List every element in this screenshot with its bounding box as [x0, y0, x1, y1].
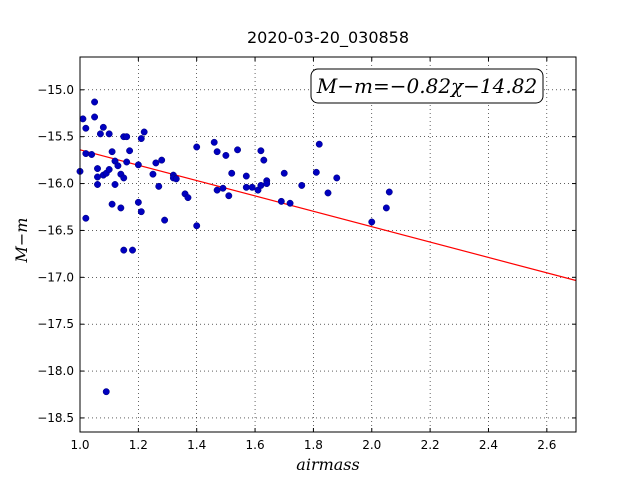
data-point: [134, 161, 142, 169]
data-point: [126, 147, 134, 155]
y-tick-label: −16.5: [37, 223, 74, 237]
data-point: [242, 183, 250, 191]
data-point: [260, 156, 268, 164]
data-point: [210, 138, 218, 146]
data-point: [105, 166, 113, 173]
fit-line: [79, 149, 577, 282]
y-tick-label: −17.5: [37, 317, 74, 331]
data-point: [315, 140, 323, 148]
x-tick-label: 1.4: [187, 438, 206, 452]
data-point: [94, 165, 101, 173]
data-point: [172, 175, 180, 183]
x-tick-label: 1.2: [129, 438, 148, 452]
y-axis-label: M−m: [12, 218, 31, 264]
data-point: [248, 183, 256, 191]
data-point: [91, 113, 99, 121]
data-point: [228, 169, 236, 177]
data-point: [79, 115, 87, 123]
x-tick-label: 1.6: [246, 438, 265, 452]
data-point: [324, 189, 332, 197]
data-points: [76, 98, 393, 396]
y-tick-label: −15.0: [37, 83, 74, 97]
plot-frame: [79, 56, 577, 433]
data-point: [120, 246, 128, 254]
data-point: [123, 158, 131, 166]
data-point: [102, 388, 110, 396]
data-point: [286, 199, 294, 207]
chart-title: 2020-03-20_030858: [247, 28, 409, 48]
data-point: [184, 194, 192, 202]
data-point: [213, 148, 221, 156]
data-point: [161, 216, 169, 224]
y-tick-label: −18.0: [37, 364, 74, 378]
data-point: [333, 174, 341, 182]
annotation-box: [310, 68, 544, 104]
data-point: [257, 147, 265, 155]
x-tick-label: 2.6: [537, 438, 556, 452]
y-tick-label: −15.5: [37, 130, 74, 144]
data-point: [82, 214, 90, 222]
data-point: [280, 169, 288, 177]
data-point: [312, 168, 320, 176]
data-point: [213, 186, 221, 194]
data-point: [277, 197, 285, 205]
data-point: [117, 204, 125, 212]
data-point: [94, 173, 101, 181]
data-point: [94, 181, 101, 188]
data-point: [120, 174, 128, 182]
data-point: [123, 133, 131, 141]
data-point: [105, 130, 113, 138]
x-tick-label: 2.4: [479, 438, 498, 452]
data-point: [152, 159, 160, 167]
data-point: [108, 200, 116, 208]
data-point: [242, 172, 250, 180]
data-point: [96, 130, 104, 138]
fit-equation-box: M−m=−0.82χ−14.82: [310, 68, 544, 104]
data-point: [193, 222, 201, 230]
data-point: [108, 148, 116, 156]
data-point: [193, 143, 201, 151]
data-point: [368, 218, 376, 226]
data-point: [385, 188, 393, 196]
data-point: [88, 151, 96, 158]
data-point: [263, 180, 271, 188]
y-tick-label: −18.5: [37, 411, 74, 425]
y-tick-label: −16.0: [37, 177, 74, 191]
data-point: [129, 246, 136, 254]
data-point: [149, 170, 157, 178]
data-point: [114, 162, 122, 170]
data-point: [137, 135, 145, 143]
data-point: [155, 182, 163, 190]
data-point: [134, 198, 142, 206]
data-point: [257, 181, 265, 189]
x-tick-label: 1.8: [304, 438, 323, 452]
data-point: [82, 150, 90, 158]
fit-line-group: [79, 149, 577, 282]
data-point: [140, 128, 148, 136]
ticks: 1.0 1.2 1.4 1.6 1.8 2.0 2.2 2.4 2.6 −15.0 −15.5 −16…: [37, 57, 576, 452]
data-point: [225, 192, 233, 200]
x-tick-label: 2.2: [421, 438, 440, 452]
data-point: [99, 123, 107, 131]
data-point: [219, 184, 227, 192]
data-point: [222, 151, 230, 159]
data-point: [234, 146, 242, 154]
data-point: [158, 156, 166, 164]
x-axis-label: airmass: [296, 455, 359, 474]
y-tick-label: −17.0: [37, 270, 74, 284]
data-point: [298, 181, 306, 189]
data-point: [111, 181, 119, 188]
data-point: [382, 204, 390, 212]
x-tick-label: 1.0: [70, 438, 89, 452]
fit-equation: M−m=−0.82χ−14.82: [316, 74, 537, 98]
data-point: [91, 98, 99, 106]
data-point: [82, 124, 90, 132]
x-tick-label: 2.0: [362, 438, 381, 452]
data-point: [137, 208, 145, 216]
